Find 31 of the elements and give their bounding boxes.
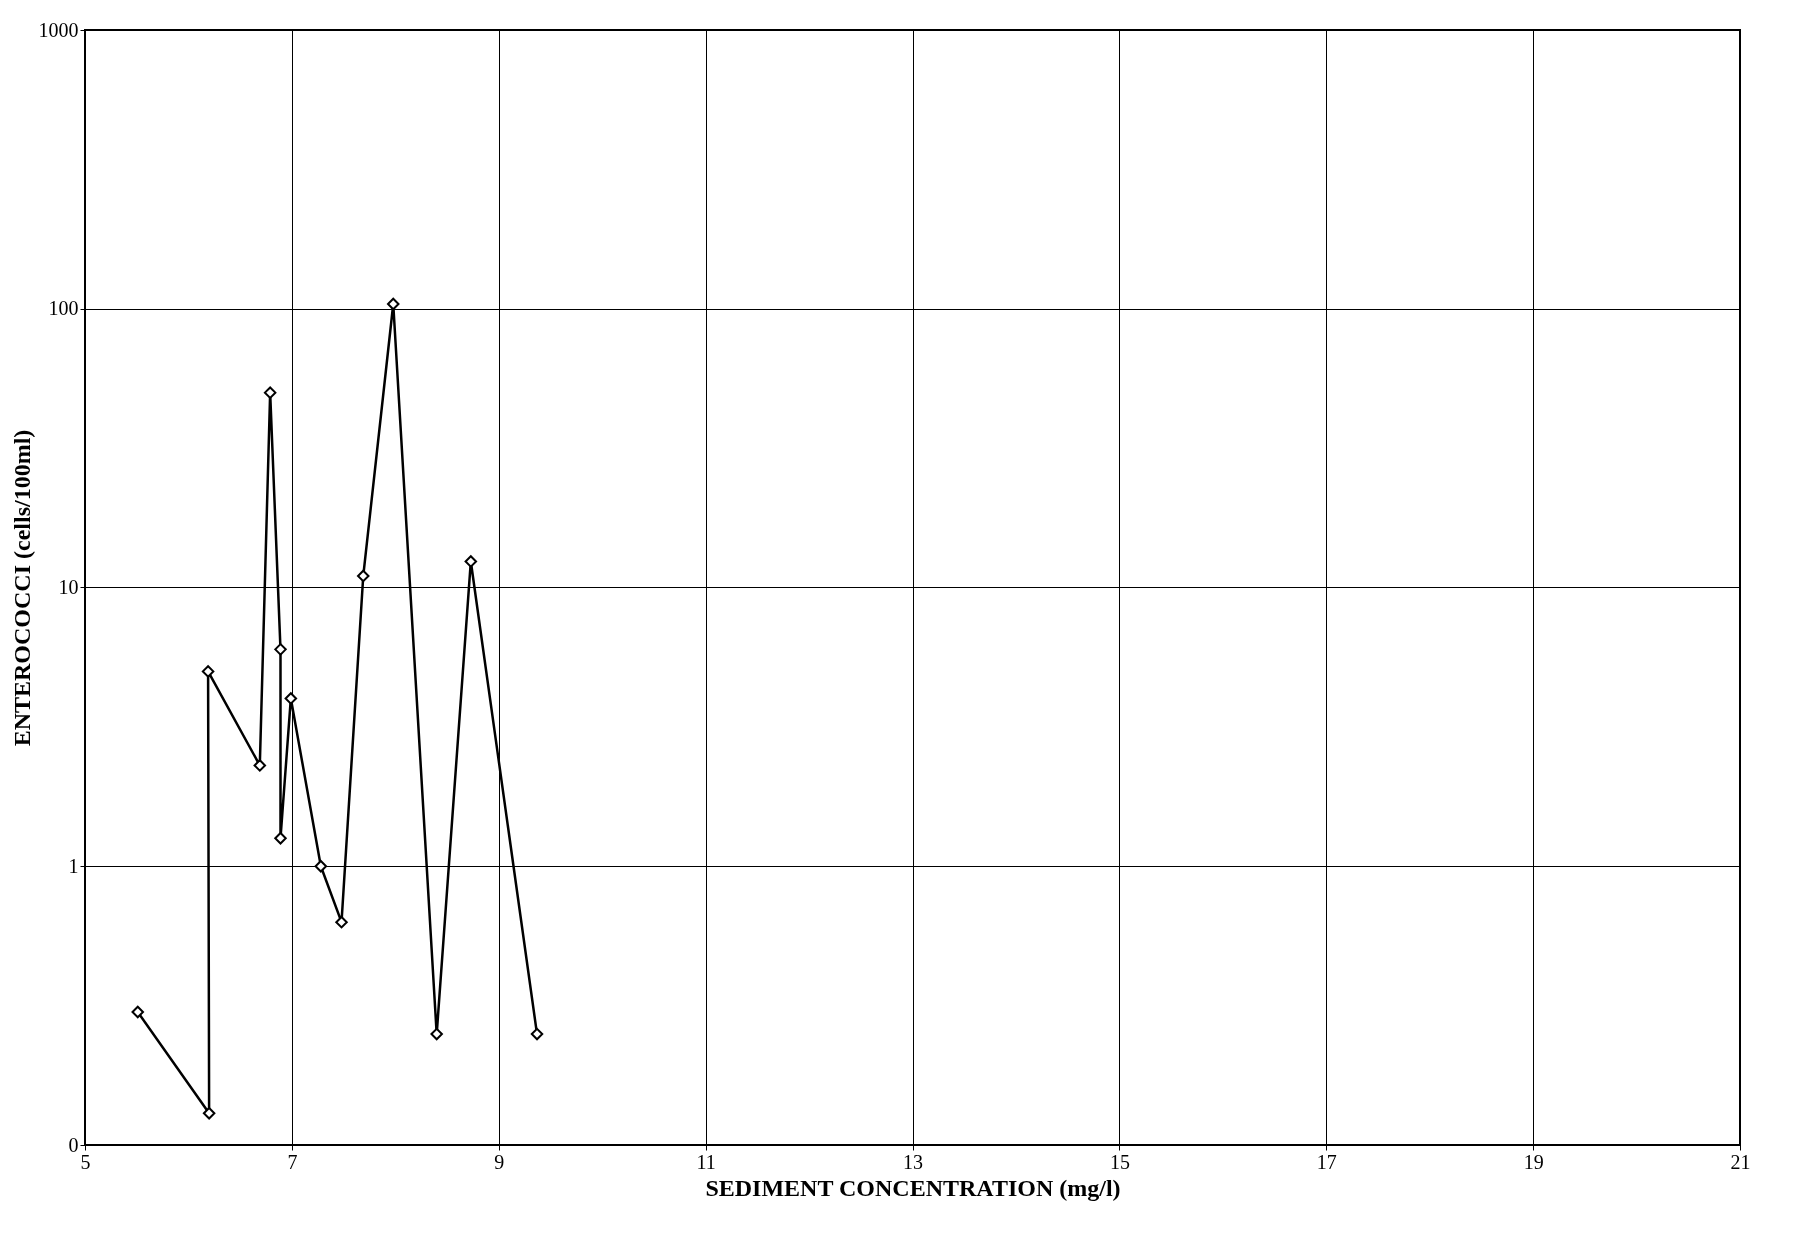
point: [284, 692, 298, 705]
x-tick-label: 5: [80, 1150, 91, 1173]
point: [387, 297, 400, 311]
x-tick-label: 21: [1730, 1150, 1751, 1173]
x-tick-label: 15: [1109, 1150, 1130, 1173]
x-tick-label: 17: [1316, 1150, 1337, 1173]
point: [131, 1005, 144, 1019]
y-tick-label: 1: [68, 854, 79, 877]
y-tick-label: 1000: [38, 18, 79, 41]
point: [274, 643, 287, 656]
x-tick-label: 7: [287, 1150, 298, 1173]
y-tick-label: 10: [58, 576, 79, 598]
point: [335, 915, 348, 929]
point: [201, 665, 215, 678]
point: [202, 1106, 216, 1120]
point: [357, 569, 370, 583]
point: [253, 759, 267, 772]
point: [530, 1027, 544, 1041]
point: [263, 386, 277, 399]
y-axis-title: ENTEROCOCCI (cells/100ml): [8, 429, 35, 747]
point: [464, 555, 478, 568]
x-tick-label: 19: [1523, 1150, 1544, 1173]
point: [430, 1027, 443, 1041]
x-tick-label: 11: [696, 1150, 716, 1173]
y-tick-label: 0: [68, 1133, 79, 1156]
point: [314, 860, 328, 873]
point: [274, 832, 287, 845]
x-axis-title: SEDIMENT CONCENTRATION (mg/l): [705, 1174, 1121, 1201]
x-tick-label: 9: [494, 1150, 505, 1173]
y-tick-label: 100: [48, 297, 79, 320]
x-tick-label: 13: [903, 1150, 923, 1173]
